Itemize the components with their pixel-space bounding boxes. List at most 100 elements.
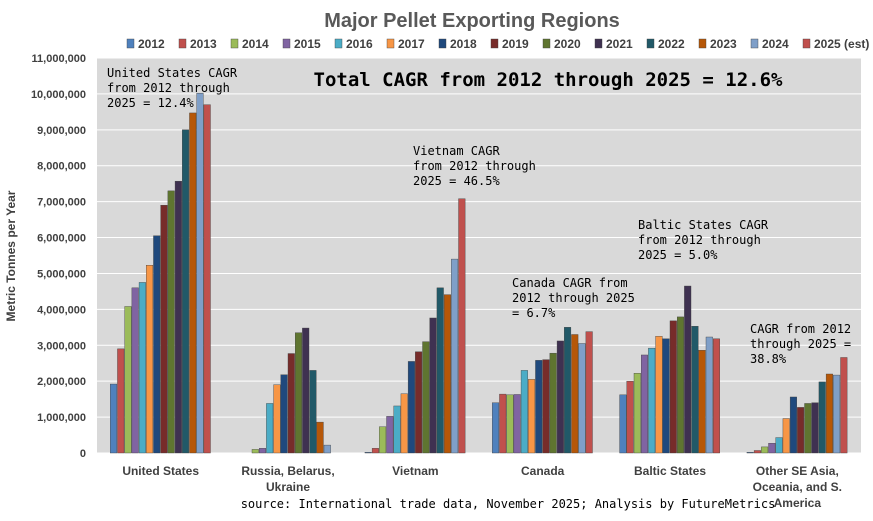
legend-swatch xyxy=(594,38,603,49)
y-tick-label: 3,000,000 xyxy=(37,340,86,352)
legend-swatch xyxy=(646,38,655,49)
category-label: Baltic States xyxy=(634,464,706,478)
legend-label: 2022 xyxy=(658,37,685,51)
bar xyxy=(316,421,324,454)
bar xyxy=(280,374,288,454)
bar xyxy=(662,338,670,454)
bar xyxy=(407,361,415,454)
category-label: America xyxy=(774,496,822,510)
category-label: Oceania, and S. xyxy=(753,480,842,494)
bar xyxy=(542,359,550,454)
bar xyxy=(492,402,500,454)
cagr-annotation-line: through 2025 = xyxy=(750,337,851,351)
source-note: source: International trade data, Novemb… xyxy=(241,497,776,511)
bar xyxy=(804,403,812,454)
y-tick-label: 7,000,000 xyxy=(37,197,86,209)
bar xyxy=(203,104,211,454)
bar xyxy=(273,384,281,454)
cagr-annotation-line: Canada CAGR from xyxy=(512,276,628,290)
bar xyxy=(499,393,507,454)
cagr-annotation-line: 2025 = 46.5% xyxy=(413,174,500,188)
y-tick-label: 6,000,000 xyxy=(37,233,86,245)
bar xyxy=(585,331,593,454)
bar xyxy=(713,338,721,454)
bar xyxy=(528,379,536,454)
chart-title: Major Pellet Exporting Regions xyxy=(324,10,620,32)
y-tick-label: 8,000,000 xyxy=(37,161,86,173)
cagr-annotation-line: from 2012 through xyxy=(107,81,230,95)
bar xyxy=(691,326,699,454)
bar xyxy=(259,448,267,454)
cagr-annotation-line: from 2012 through xyxy=(638,233,761,247)
cagr-annotation-line: 2025 = 5.0% xyxy=(638,248,718,262)
gridlines xyxy=(97,57,861,454)
bar xyxy=(309,370,317,454)
legend-label: 2014 xyxy=(242,37,269,51)
category-labels: United States Russia, Belarus, Ukraine Viet… xyxy=(122,464,842,510)
category-label: Other SE Asia, xyxy=(756,464,839,478)
bar xyxy=(506,394,514,454)
legend-label: 2019 xyxy=(502,37,529,51)
legend-swatch xyxy=(282,38,291,49)
total-cagr-annotation: Total CAGR from 2012 through 2025 = 12.6… xyxy=(314,69,784,91)
bar xyxy=(251,449,259,454)
legend-label: 2020 xyxy=(554,37,581,51)
bar xyxy=(415,351,423,454)
legend-swatch xyxy=(698,38,707,49)
bar xyxy=(393,405,401,454)
cagr-annotation-line: 38.8% xyxy=(750,352,787,366)
y-axis-label: Metric Tonnes per Year xyxy=(4,190,18,321)
category-label: Russia, Belarus, xyxy=(241,464,334,478)
bar xyxy=(825,373,833,454)
legend-swatch xyxy=(126,38,135,49)
bar xyxy=(400,393,408,454)
bar xyxy=(677,316,685,454)
bar xyxy=(117,348,125,454)
legend-swatch xyxy=(386,38,395,49)
category-label: Ukraine xyxy=(266,480,310,494)
y-axis-ticks: 0 1,000,000 2,000,000 3,000,000 4,000,000 5,0… xyxy=(31,53,86,460)
bar xyxy=(458,198,466,454)
bar xyxy=(443,294,451,454)
category-label: Canada xyxy=(521,464,565,478)
legend-swatch xyxy=(438,38,447,49)
bar xyxy=(196,92,204,454)
bar xyxy=(626,380,634,454)
bar xyxy=(698,350,706,454)
legend-label: 2025 (est) xyxy=(814,37,869,51)
bar xyxy=(422,341,430,454)
cagr-annotation-line: from 2012 through xyxy=(413,159,536,173)
bar xyxy=(287,353,295,454)
bar xyxy=(189,112,197,454)
bar xyxy=(379,426,387,454)
legend-label: 2012 xyxy=(138,37,165,51)
bar xyxy=(295,332,303,454)
legend-label: 2021 xyxy=(606,37,633,51)
bar xyxy=(669,320,677,454)
bar xyxy=(768,443,776,454)
bar xyxy=(386,416,394,454)
bar xyxy=(705,336,713,454)
bar xyxy=(746,452,754,454)
bar xyxy=(124,306,132,454)
bar xyxy=(549,352,557,454)
legend-label: 2013 xyxy=(190,37,217,51)
bar xyxy=(110,383,118,454)
bars xyxy=(110,92,848,454)
bar xyxy=(782,418,790,454)
bar xyxy=(535,360,543,454)
bar xyxy=(684,285,692,454)
bar xyxy=(182,129,190,454)
bar xyxy=(364,452,372,454)
legend: 2012 2013 2014 2015 2016 2017 2018 2019 2020 2021… xyxy=(126,37,869,51)
bar xyxy=(789,396,797,454)
plot-area xyxy=(97,58,861,453)
legend-label: 2016 xyxy=(346,37,373,51)
y-tick-label: 4,000,000 xyxy=(37,304,86,316)
cagr-annotation-line: = 6.7% xyxy=(512,306,556,320)
cagr-annotation-line: CAGR from 2012 xyxy=(750,322,851,336)
bar xyxy=(641,354,649,454)
bar xyxy=(160,205,168,454)
bar xyxy=(371,448,379,454)
